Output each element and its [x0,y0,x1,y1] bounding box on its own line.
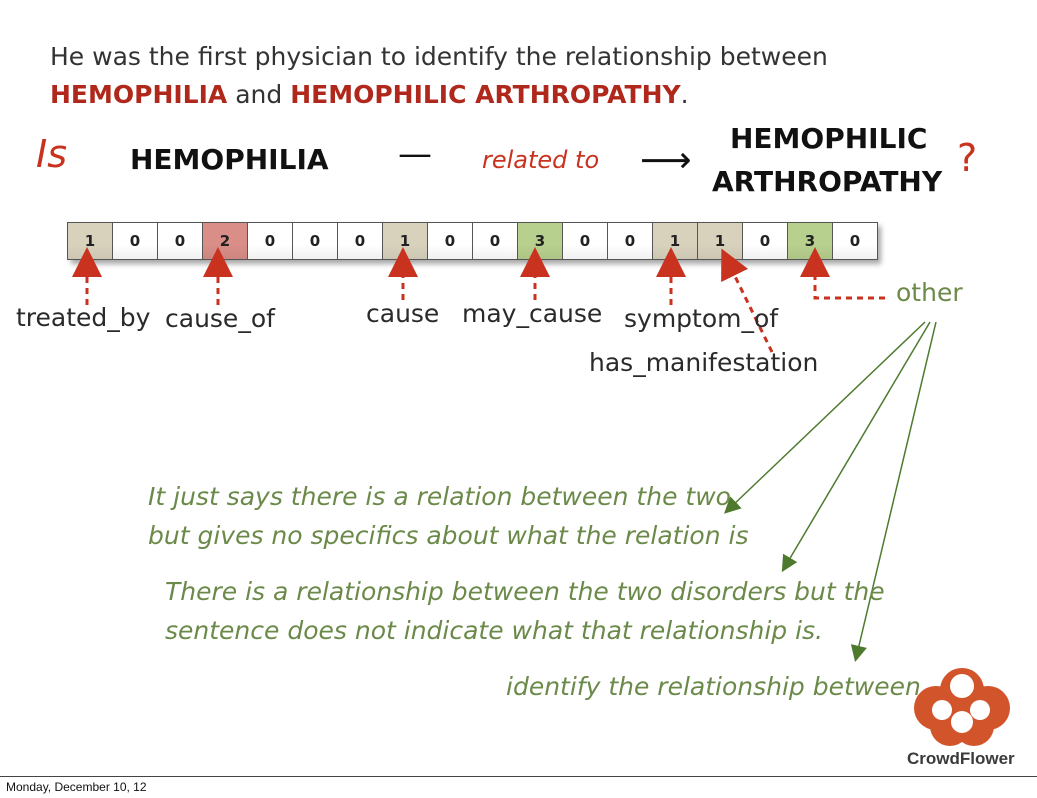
question-mark: ? [957,136,978,180]
quote-1: It just says there is a relation between… [148,477,749,555]
quote-1-line2: but gives no specifics about what the re… [148,521,749,550]
label-other: other [896,278,963,307]
arrow-other-q2 [781,321,931,573]
label-treated-by: treated_by [16,303,151,332]
vector-cell: 0 [607,222,653,260]
label-has-manifestation: has_manifestation [589,348,819,377]
question-term-b-line1: HEMOPHILIC [730,122,928,155]
vector-cell: 0 [562,222,608,260]
quote-2-line2: sentence does not indicate what that rel… [165,616,823,645]
question-term-b-line2: ARTHROPATHY [712,165,943,198]
sentence-connector: and [227,80,291,109]
label-may-cause: may_cause [462,299,603,328]
sentence-term1: HEMOPHILIA [50,80,228,109]
label-symptom-of: symptom_of [624,304,779,333]
vector-cell: 0 [247,222,293,260]
arrow-other-q3 [850,321,937,663]
crowdflower-brand: CrowdFlower [907,749,1015,768]
arrow-other-q1 [724,321,926,514]
vector-cell: 0 [472,222,518,260]
sentence: He was the first physician to identify t… [50,38,828,114]
vector-cell: 0 [112,222,158,260]
question-term-a: HEMOPHILIA [130,143,329,176]
vector-cell: 0 [742,222,788,260]
vector-cell: 0 [427,222,473,260]
arrow-has-manifestation [721,248,774,353]
question-arrow: ⟶ [640,140,692,181]
vector-cell: 0 [157,222,203,260]
quote-2-line1: There is a relationship between the two … [165,577,885,606]
vector-cell: 0 [832,222,878,260]
sentence-term2: HEMOPHILIC ARTHROPATHY [290,80,681,109]
quote-2: There is a relationship between the two … [165,572,885,650]
question-dash: — [398,134,432,174]
crowdflower-logo-icon [914,668,1010,746]
label-cause: cause [366,299,440,328]
quote-3: identify the relationship between [506,672,921,701]
quote-1-line1: It just says there is a relation between… [148,482,731,511]
sentence-end: . [680,80,689,109]
sentence-part1: He was the first physician to identify t… [50,42,828,71]
arrow-other [800,247,885,300]
footer-date: Monday, December 10, 12 [6,780,147,794]
question-relation: related to [482,146,600,174]
footer-divider [0,776,1037,777]
label-cause-of: cause_of [165,304,275,333]
vector-cell: 0 [292,222,338,260]
question-is: Is [36,132,68,176]
